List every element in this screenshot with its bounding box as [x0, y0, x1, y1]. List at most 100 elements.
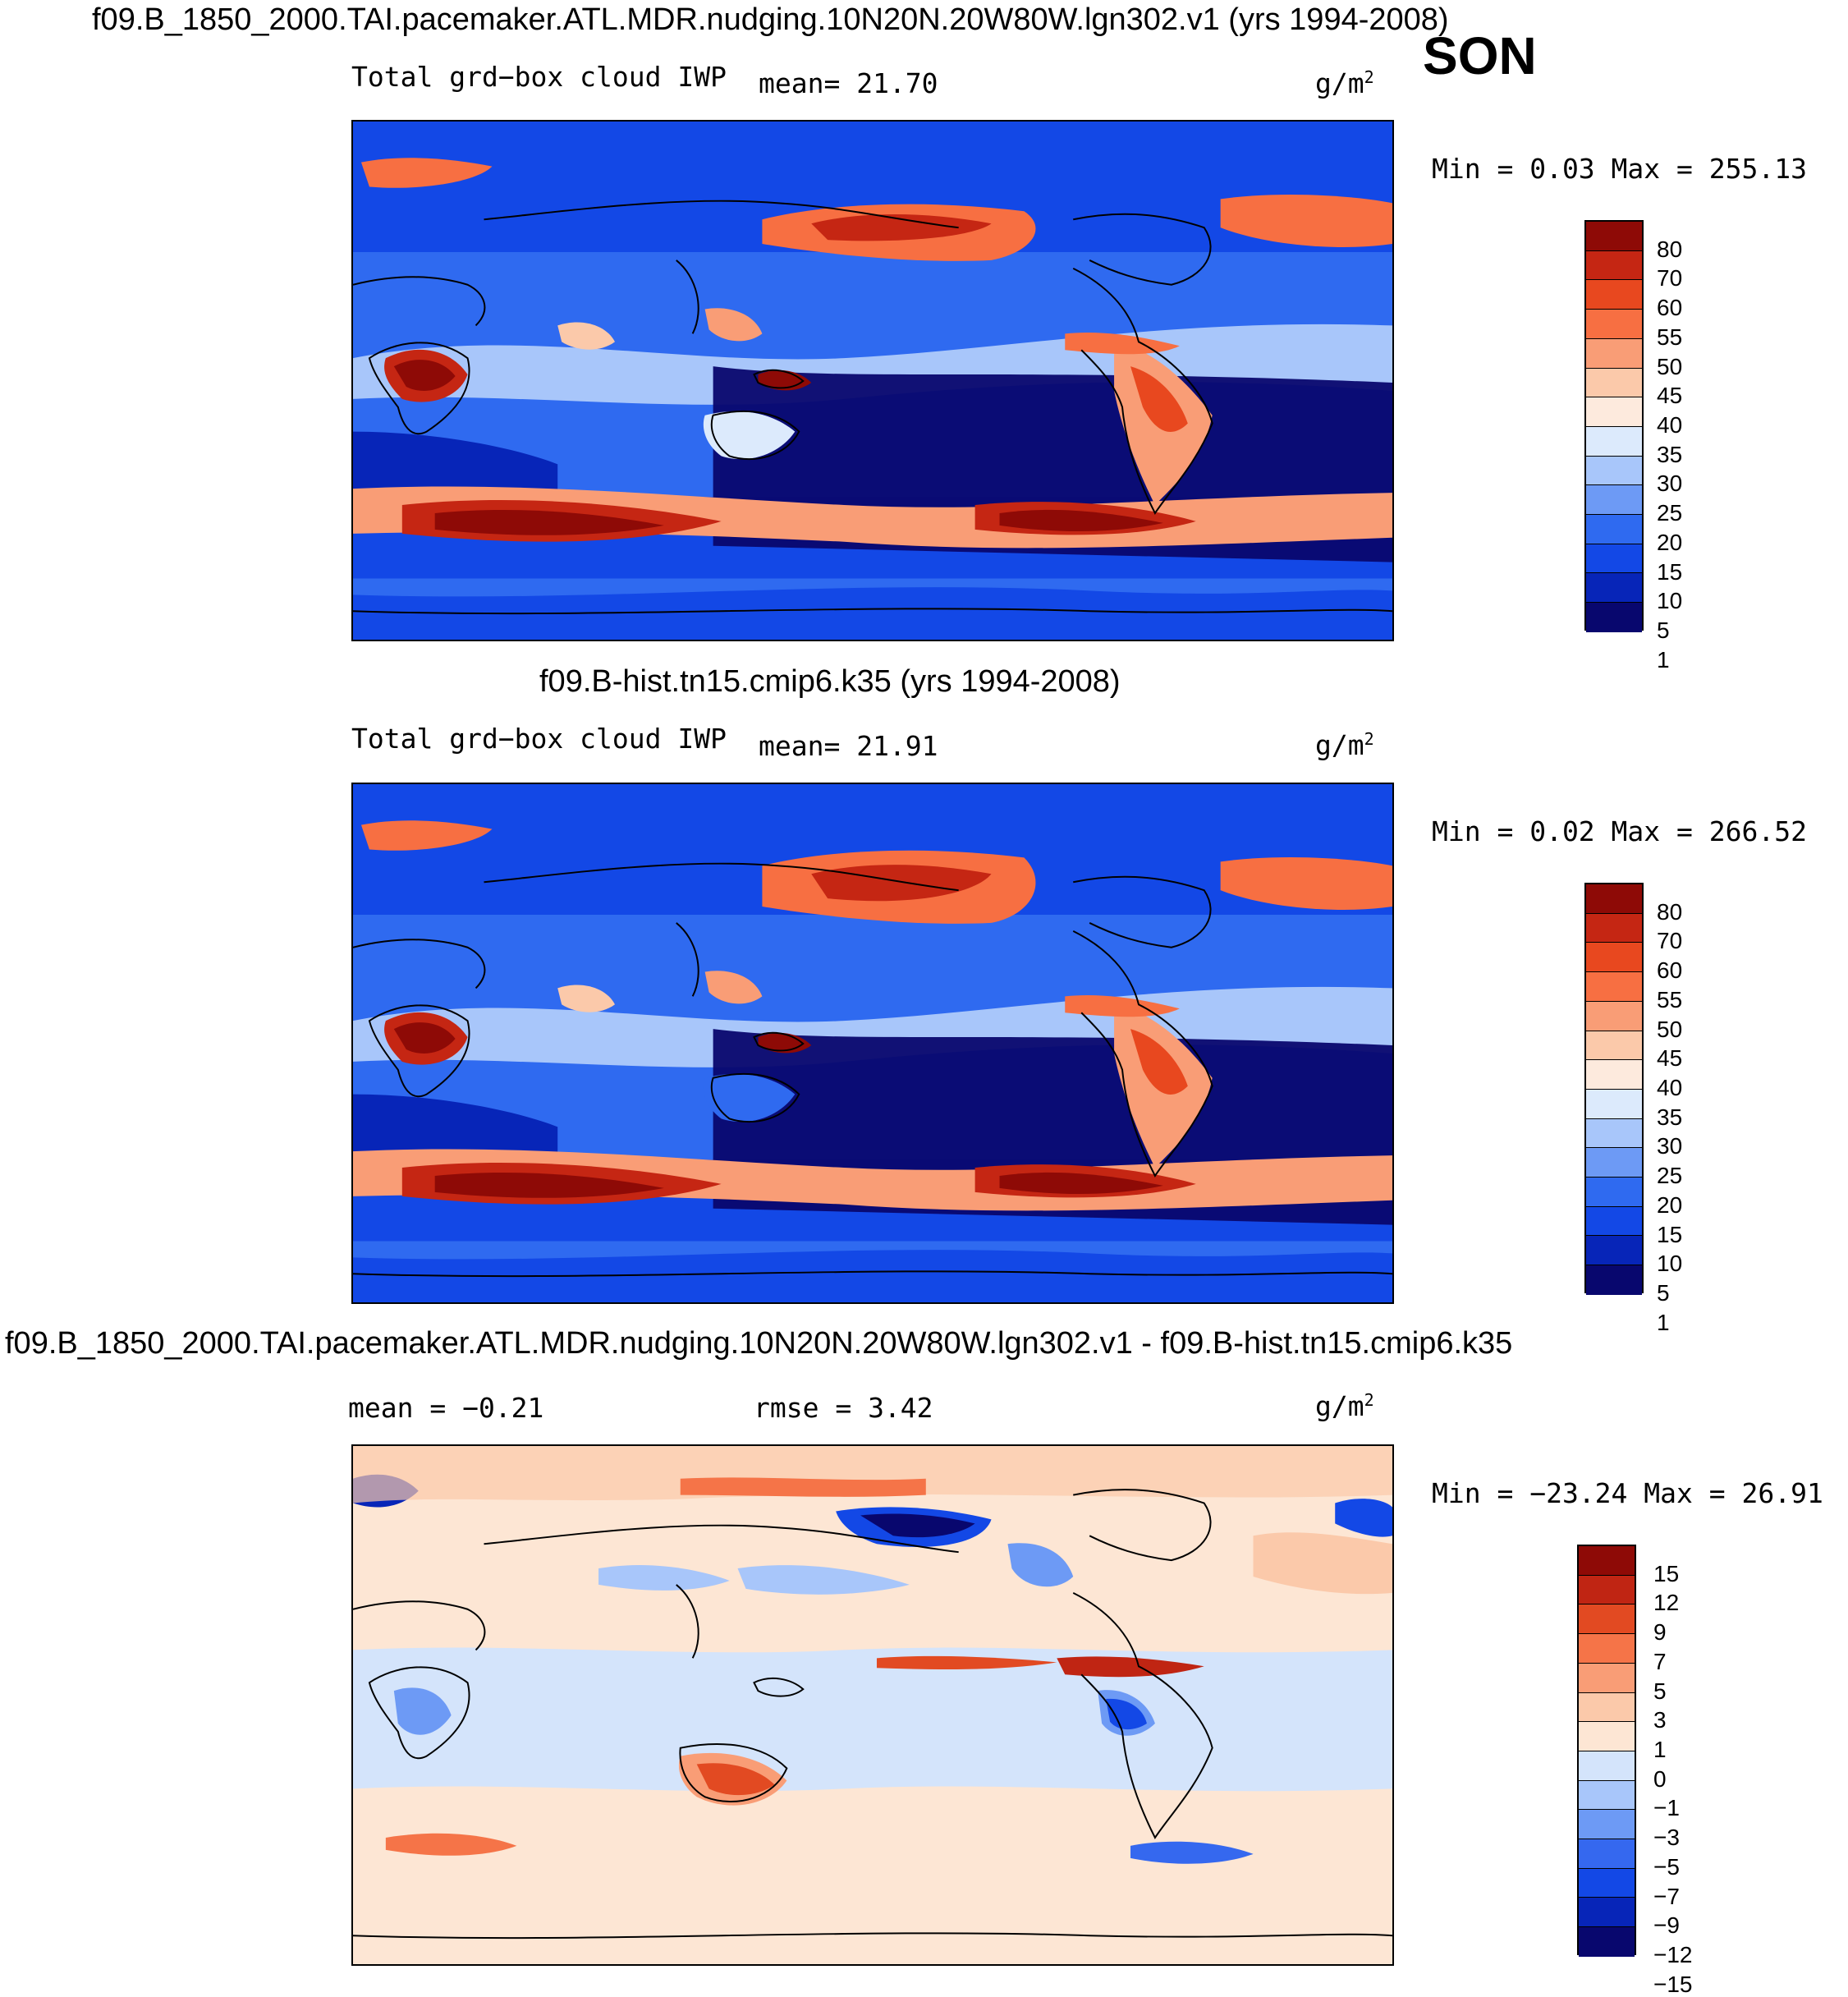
colorbar-level-label: 45: [1657, 1045, 1683, 1072]
colorbar-swatch: [1586, 250, 1642, 281]
colorbar-level-label: 55: [1657, 986, 1683, 1012]
colorbar-swatch: [1579, 1575, 1635, 1605]
panel-1-map: [351, 120, 1394, 641]
colorbar-swatch: [1586, 913, 1642, 943]
colorbar-level-label: 25: [1657, 500, 1683, 526]
colorbar-swatch: [1586, 1031, 1642, 1061]
colorbar-level-label: −9: [1653, 1912, 1680, 1939]
colorbar-level-label: 40: [1657, 412, 1683, 438]
colorbar-level-label: 45: [1657, 383, 1683, 409]
colorbar-swatch: [1586, 280, 1642, 310]
colorbar-swatch: [1586, 222, 1642, 251]
panel-2-map-field: [353, 784, 1392, 1302]
colorbar-level-label: 15: [1657, 558, 1683, 585]
colorbar-swatch: [1579, 1780, 1635, 1811]
panel-3-colorbar: [1577, 1545, 1636, 1957]
colorbar-swatch: [1586, 485, 1642, 516]
colorbar-swatch: [1579, 1868, 1635, 1898]
colorbar-level-label: −15: [1653, 1971, 1693, 1997]
colorbar-swatch: [1586, 972, 1642, 1002]
colorbar-level-label: −7: [1653, 1883, 1680, 1909]
colorbar-swatch: [1586, 1148, 1642, 1178]
panel-1-unit: g/m2: [1315, 67, 1374, 99]
colorbar-swatch: [1586, 338, 1642, 369]
colorbar-swatch: [1586, 1236, 1642, 1266]
colorbar-level-label: 1: [1653, 1737, 1667, 1762]
colorbar-level-label: 15: [1653, 1560, 1680, 1586]
panel-2-mean: mean= 21.91: [759, 730, 938, 762]
panel-3-minmax: Min = −23.24 Max = 26.91: [1432, 1477, 1823, 1509]
colorbar-level-label: 10: [1657, 588, 1683, 614]
colorbar-swatch: [1586, 1178, 1642, 1207]
colorbar-level-label: 9: [1653, 1619, 1667, 1646]
colorbar-swatch: [1586, 573, 1642, 604]
colorbar-swatch: [1586, 603, 1642, 632]
colorbar-swatch: [1579, 1839, 1635, 1869]
panel-2-variable-label: Total grd−box cloud IWP: [351, 723, 727, 755]
colorbar-level-label: 50: [1657, 1016, 1683, 1042]
panel-1-minmax: Min = 0.03 Max = 255.13: [1432, 153, 1807, 185]
colorbar-level-label: 3: [1653, 1707, 1667, 1733]
colorbar-level-label: 30: [1657, 1133, 1683, 1159]
colorbar-level-label: 1: [1657, 646, 1670, 673]
colorbar-swatch: [1579, 1604, 1635, 1635]
colorbar-swatch: [1579, 1722, 1635, 1751]
colorbar-swatch: [1586, 544, 1642, 574]
colorbar-level-label: 5: [1653, 1678, 1667, 1704]
panel-2-colorbar: [1584, 883, 1644, 1295]
colorbar-swatch: [1586, 1089, 1642, 1119]
colorbar-level-label: 7: [1653, 1648, 1667, 1674]
colorbar-swatch: [1579, 1546, 1635, 1576]
colorbar-swatch: [1586, 397, 1642, 427]
colorbar-level-label: 1: [1657, 1309, 1670, 1335]
panel-2-minmax: Min = 0.02 Max = 266.52: [1432, 815, 1807, 847]
panel-3-map-field: [353, 1446, 1392, 1964]
panel-3-mean: mean = −0.21: [348, 1392, 544, 1424]
colorbar-swatch: [1586, 456, 1642, 486]
colorbar-level-label: 5: [1657, 1280, 1670, 1306]
colorbar-level-label: 40: [1657, 1075, 1683, 1100]
colorbar-swatch: [1579, 1898, 1635, 1928]
colorbar-swatch: [1579, 1927, 1635, 1957]
colorbar-level-label: 0: [1653, 1765, 1667, 1792]
colorbar-level-label: 50: [1657, 353, 1683, 379]
colorbar-level-label: 70: [1657, 265, 1683, 292]
colorbar-level-label: 60: [1657, 957, 1683, 984]
colorbar-swatch: [1586, 426, 1642, 457]
colorbar-level-label: 12: [1653, 1590, 1680, 1616]
colorbar-level-label: −3: [1653, 1825, 1680, 1851]
colorbar-level-label: 10: [1657, 1251, 1683, 1277]
panel-1-colorbar: [1584, 220, 1644, 632]
season-label: SON: [1423, 26, 1537, 85]
colorbar-level-label: −1: [1653, 1795, 1680, 1821]
colorbar-level-label: 30: [1657, 471, 1683, 497]
colorbar-level-label: 20: [1657, 1191, 1683, 1218]
colorbar-swatch: [1586, 310, 1642, 339]
colorbar-level-label: 60: [1657, 295, 1683, 321]
colorbar-level-label: 5: [1657, 617, 1670, 643]
colorbar-swatch: [1586, 515, 1642, 544]
panel-2-unit: g/m2: [1315, 729, 1374, 761]
colorbar-level-label: 80: [1657, 236, 1683, 262]
colorbar-level-label: 55: [1657, 324, 1683, 350]
panel-1-mean: mean= 21.70: [759, 67, 938, 99]
colorbar-level-label: 80: [1657, 898, 1683, 925]
colorbar-swatch: [1579, 1810, 1635, 1840]
colorbar-swatch: [1586, 1060, 1642, 1090]
panel-3-unit: g/m2: [1315, 1390, 1374, 1422]
panel-2-title: f09.B-hist.tn15.cmip6.k35 (yrs 1994-2008…: [539, 664, 1121, 699]
colorbar-swatch: [1586, 943, 1642, 973]
colorbar-level-label: 35: [1657, 441, 1683, 467]
colorbar-level-label: −5: [1653, 1853, 1680, 1880]
panel-3-map: [351, 1444, 1394, 1966]
colorbar-level-label: 15: [1657, 1221, 1683, 1247]
colorbar-swatch: [1579, 1663, 1635, 1693]
colorbar-swatch: [1586, 368, 1642, 398]
colorbar-swatch: [1586, 1118, 1642, 1149]
panel-3-rmse: rmse = 3.42: [754, 1392, 933, 1424]
panel-1-title: f09.B_1850_2000.TAI.pacemaker.ATL.MDR.nu…: [92, 2, 1449, 37]
panel-1-variable-label: Total grd−box cloud IWP: [351, 61, 727, 93]
panel-3-title: f09.B_1850_2000.TAI.pacemaker.ATL.MDR.nu…: [5, 1326, 1513, 1361]
panel-2-map: [351, 783, 1394, 1304]
panel-1-map-field: [353, 122, 1392, 640]
